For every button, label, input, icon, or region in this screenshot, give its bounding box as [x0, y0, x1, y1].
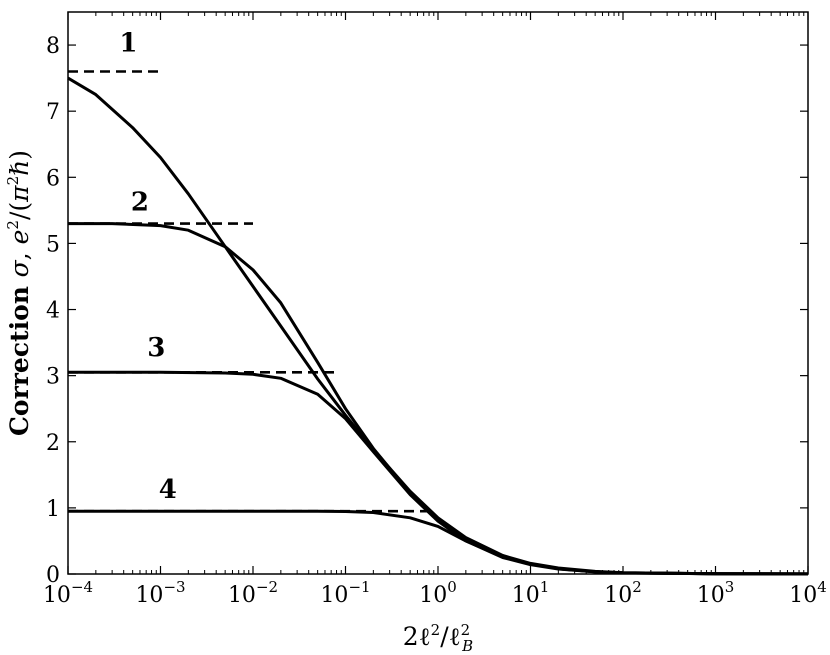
x-tick-label: 104	[789, 578, 827, 608]
x-tick-label: 100	[419, 578, 457, 608]
y-tick-label: 1	[46, 497, 60, 522]
curve-label-3: 3	[147, 333, 165, 363]
x-tick-label: 103	[697, 578, 735, 608]
y-tick-label: 0	[46, 563, 60, 588]
curve-label-2: 2	[131, 187, 149, 217]
y-tick-label: 5	[46, 232, 60, 257]
series-line-1-solid	[67, 76, 809, 576]
y-tick-label: 8	[46, 34, 60, 59]
y-tick-label: 2	[46, 431, 60, 456]
y-tick-label: 7	[46, 100, 60, 125]
x-axis-title: 2ℓ2/ℓ2 B	[403, 621, 473, 655]
y-tick-label: 3	[46, 365, 60, 390]
curve-label-4: 4	[159, 475, 177, 505]
x-tick-label: 102	[604, 578, 642, 608]
curve-label-1: 1	[119, 29, 137, 59]
x-tick-label: 101	[512, 578, 550, 608]
x-tick-label: 10−3	[135, 578, 185, 608]
y-tick-label: 6	[46, 166, 60, 191]
y-tick-label: 4	[46, 299, 60, 324]
x-tick-label: 10−2	[228, 578, 278, 608]
x-tick-label: 10−1	[320, 578, 370, 608]
y-axis-title: Correction σ, e2/(π2ℏ)	[4, 150, 34, 436]
plot-area: 1 2 3 4	[67, 29, 809, 576]
series-line-3-solid	[68, 370, 809, 576]
x-tick-label: 10−4	[43, 578, 93, 608]
axes-frame	[67, 11, 809, 575]
axis-ticks: 10−4 10−3 10−2 10−1 100 101 102 103 104 0 1 2 3 4 5 6 7 8	[43, 12, 827, 608]
